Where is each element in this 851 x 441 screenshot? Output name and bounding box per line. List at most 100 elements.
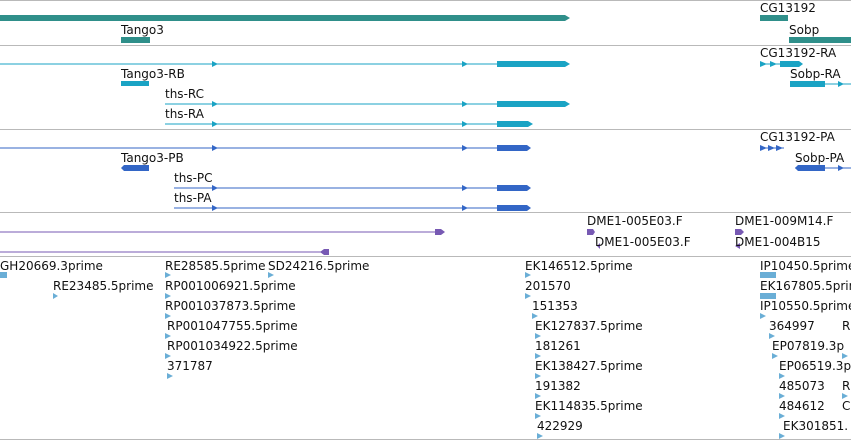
est-label: EP06519.3p xyxy=(779,359,851,373)
est-label: RP001034922.5prime xyxy=(167,339,298,353)
track-divider xyxy=(0,256,851,257)
est-label: 181261 xyxy=(535,339,581,353)
est-glyph[interactable] xyxy=(779,393,785,399)
est-label: 191382 xyxy=(535,379,581,393)
est-glyph[interactable] xyxy=(165,272,171,278)
est-label: 371787 xyxy=(167,359,213,373)
est-glyph[interactable] xyxy=(769,333,775,339)
est-glyph[interactable] xyxy=(165,293,171,299)
est-label: EK127837.5prime xyxy=(535,319,643,333)
clone-glyph-1[interactable] xyxy=(0,229,445,235)
est-glyph[interactable] xyxy=(779,413,785,419)
est-glyph[interactable] xyxy=(525,293,531,299)
clone-glyph-2[interactable] xyxy=(0,249,329,255)
protein-glyph-tango3-pb[interactable] xyxy=(121,165,149,171)
est-glyph[interactable] xyxy=(760,313,766,319)
est-label: EK114835.5prime xyxy=(535,399,643,413)
track-divider xyxy=(0,439,851,440)
protein-label-sobp-pa: Sobp-PA xyxy=(795,151,845,165)
est-glyph[interactable] xyxy=(165,333,171,339)
est-glyph[interactable] xyxy=(842,393,848,399)
transcript-label-cg13192-ra: CG13192-RA xyxy=(760,46,837,60)
clone-glyph-6[interactable] xyxy=(735,243,740,249)
est-label: RE23485.5prime xyxy=(53,279,154,293)
est-label: EP07819.3p xyxy=(772,339,845,353)
transcript-label-ths-rc: ths-RC xyxy=(165,87,205,101)
protein-glyph-cg13192-pa[interactable] xyxy=(760,145,784,151)
est-glyph[interactable] xyxy=(535,333,541,339)
gene-glyph-long[interactable] xyxy=(0,15,570,21)
gene-glyph-sobp[interactable] xyxy=(789,37,851,43)
protein-glyph-ths-pc[interactable] xyxy=(174,185,531,191)
est-glyph[interactable] xyxy=(268,272,274,278)
transcript-glyph-sobp-ra[interactable] xyxy=(790,81,851,87)
protein-track xyxy=(0,145,851,211)
clone-glyph-4[interactable] xyxy=(597,243,600,249)
est-label: RP001047755.5prime xyxy=(167,319,298,333)
transcript-glyph-ths-ra[interactable] xyxy=(165,121,533,127)
clone-track xyxy=(0,229,744,255)
track-divider xyxy=(0,0,851,1)
est-glyph[interactable] xyxy=(535,353,541,359)
est-glyph[interactable] xyxy=(167,373,173,379)
gene-track xyxy=(0,15,851,43)
clone-glyph-5[interactable] xyxy=(735,229,744,235)
clone-label: DME1-005E03.F xyxy=(595,235,691,249)
est-label: EK138427.5prime xyxy=(535,359,643,373)
transcript-label-ths-ra: ths-RA xyxy=(165,107,204,121)
est-label: IP10550.5prime xyxy=(760,299,851,313)
clone-glyph-3[interactable] xyxy=(587,229,595,235)
transcript-glyph-ths-rc[interactable] xyxy=(165,101,570,107)
est-glyph[interactable] xyxy=(53,293,58,299)
gene-glyph-cg13192[interactable] xyxy=(760,15,788,21)
transcript-track xyxy=(0,61,851,127)
est-label: RP001006921.5prime xyxy=(165,279,296,293)
est-label: RP001037873.5prime xyxy=(165,299,296,313)
protein-label-tango3-pb: Tango3-PB xyxy=(121,151,184,165)
clone-label: DME1-004B15 xyxy=(735,235,821,249)
est-label: EK167805.5prime xyxy=(760,279,851,293)
clone-label: DME1-005E03.F xyxy=(587,214,683,228)
transcript-label-tango3-rb: Tango3-RB xyxy=(121,67,185,81)
est-glyph[interactable] xyxy=(165,353,171,359)
protein-label-ths-pa: ths-PA xyxy=(174,191,212,205)
est-glyph[interactable] xyxy=(779,433,785,439)
protein-row-1[interactable] xyxy=(0,145,531,151)
est-label: 422929 xyxy=(537,419,583,433)
est-glyph[interactable] xyxy=(0,272,7,278)
est-glyph[interactable] xyxy=(535,373,541,379)
est-glyph[interactable] xyxy=(772,353,778,359)
est-label: R xyxy=(842,379,851,393)
protein-glyph-sobp-pa[interactable] xyxy=(795,165,851,171)
est-label: 484612 xyxy=(779,399,825,413)
transcript-label-sobp-ra: Sobp-RA xyxy=(790,67,841,81)
track-divider xyxy=(0,45,851,46)
est-glyph[interactable] xyxy=(760,293,776,299)
transcript-glyph-cg13192-ra[interactable] xyxy=(760,61,803,67)
est-glyph[interactable] xyxy=(535,413,541,419)
est-glyph[interactable] xyxy=(532,313,538,319)
est-label: RE28585.5prime xyxy=(165,259,266,273)
protein-glyph-ths-pa[interactable] xyxy=(174,205,531,211)
est-label: 485073 xyxy=(779,379,825,393)
est-glyph[interactable] xyxy=(535,393,541,399)
est-glyph[interactable] xyxy=(842,353,848,359)
est-label: GH20669.3prime xyxy=(0,259,103,273)
transcript-glyph-tango3-rb[interactable] xyxy=(121,81,149,86)
est-glyph[interactable] xyxy=(760,272,776,278)
transcript-row-1[interactable] xyxy=(0,61,570,67)
gene-glyph-tango3[interactable] xyxy=(121,37,150,43)
est-glyph[interactable] xyxy=(537,433,543,439)
protein-label-cg13192-pa: CG13192-PA xyxy=(760,130,835,144)
est-label: 151353 xyxy=(532,299,578,313)
est-glyph[interactable] xyxy=(525,272,531,278)
est-label: SD24216.5prime xyxy=(268,259,370,273)
est-glyph[interactable] xyxy=(779,373,785,379)
gene-label-sobp: Sobp xyxy=(789,23,820,37)
est-label: IP10450.5prime xyxy=(760,259,851,273)
clone-label: DME1-009M14.F xyxy=(735,214,834,228)
gene-label-tango3: Tango3 xyxy=(121,23,164,37)
gene-label-cg13192: CG13192 xyxy=(760,1,816,15)
est-glyph[interactable] xyxy=(165,313,171,319)
